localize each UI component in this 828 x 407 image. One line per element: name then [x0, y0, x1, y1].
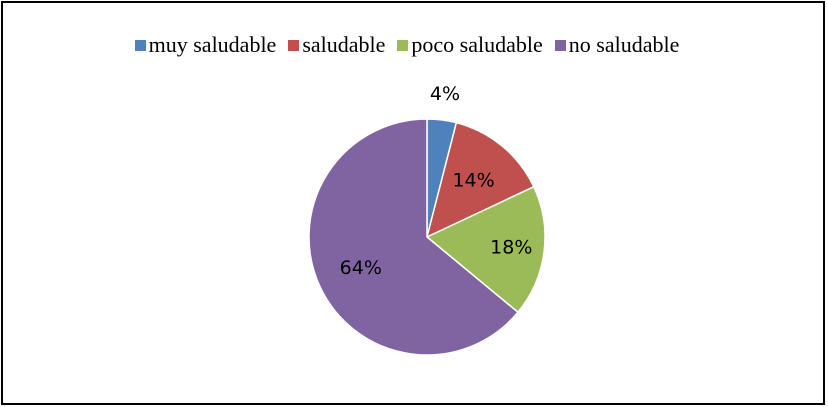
legend-label-saludable: saludable: [302, 32, 386, 57]
pie-slice-poco-saludable: [425, 185, 546, 314]
data-label-no-saludable: 64%: [340, 257, 382, 279]
legend-label-no-saludable: no saludable: [568, 32, 680, 57]
data-label-muy-saludable: 4%: [430, 83, 460, 105]
pie-chart: 4% 14% 18% 64%: [308, 83, 546, 356]
legend-item-poco-saludable: poco saludable: [397, 32, 543, 58]
legend-swatch-muy-saludable: [134, 39, 146, 51]
chart-legend: muy saludable saludable poco saludable n…: [3, 32, 823, 58]
legend-item-muy-saludable: muy saludable: [134, 32, 277, 58]
legend-swatch-poco-saludable: [397, 39, 409, 51]
data-label-saludable: 14%: [452, 170, 494, 192]
legend-swatch-saludable: [288, 39, 300, 51]
legend-item-no-saludable: no saludable: [554, 32, 680, 58]
legend-label-poco-saludable: poco saludable: [411, 32, 543, 57]
legend-swatch-no-saludable: [554, 39, 566, 51]
pie-slice-saludable: [425, 121, 535, 239]
legend-item-saludable: saludable: [288, 32, 385, 58]
data-label-poco-saludable: 18%: [490, 237, 532, 259]
pie-slice-no-saludable: [308, 118, 519, 356]
legend-label-muy-saludable: muy saludable: [148, 32, 277, 57]
